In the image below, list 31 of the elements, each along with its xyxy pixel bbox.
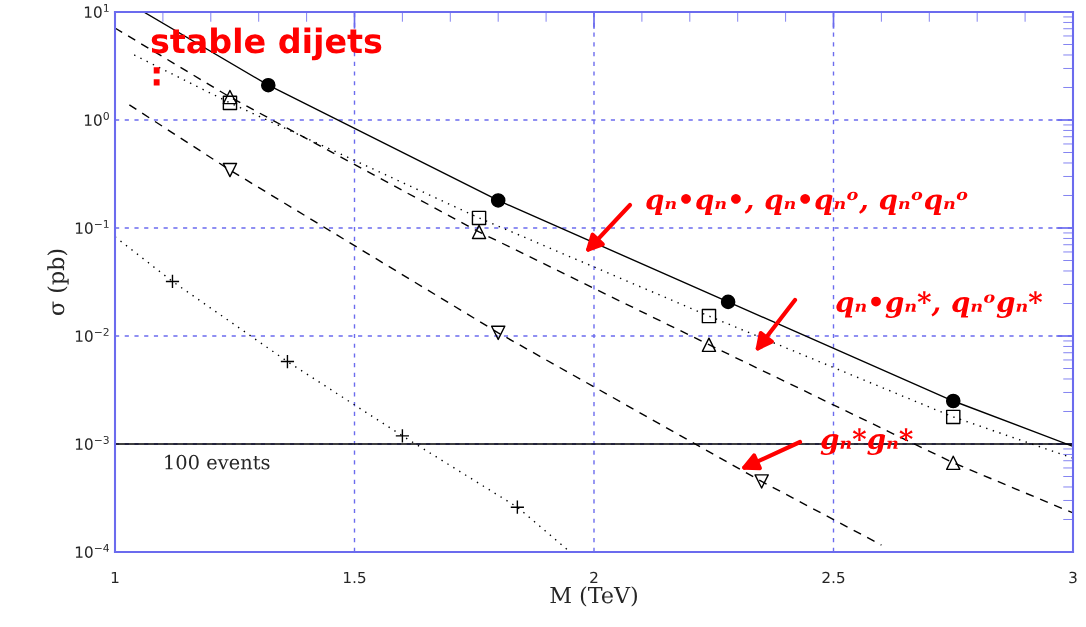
y-tick-label: 10$^{1}$ xyxy=(84,4,109,18)
x-tick-label: 2 xyxy=(590,571,598,584)
annotation: qₙ•qₙ•, qₙ•qₙᵒ, qₙᵒqₙᵒ xyxy=(646,191,968,215)
annotation: qₙ•gₙ*, qₙᵒgₙ* xyxy=(836,291,1043,318)
y-tick-label: 10$^{−3}$ xyxy=(75,435,109,450)
point xyxy=(222,162,238,178)
point xyxy=(471,224,487,240)
point xyxy=(945,393,961,409)
point xyxy=(701,337,717,353)
y-tick-label: 10$^{0}$ xyxy=(84,111,109,126)
point xyxy=(754,474,769,489)
y-tick-label: 10$^{−2}$ xyxy=(75,327,109,342)
x-tick-label: 2.5 xyxy=(822,571,845,584)
point xyxy=(945,409,961,425)
x-axis-title: M (TeV) xyxy=(550,586,637,607)
y-tick-label: 10$^{−4}$ xyxy=(75,544,109,558)
x-tick-label: 1.5 xyxy=(344,571,366,584)
point xyxy=(222,89,238,105)
y-axis-title: σ (pb) xyxy=(47,249,69,315)
point xyxy=(720,294,736,310)
point xyxy=(490,325,506,341)
point xyxy=(701,308,717,324)
y-tick-label: 10$^{−1}$ xyxy=(75,220,109,234)
x-tick-label: 1 xyxy=(111,571,119,584)
ref-line-label: 100 events xyxy=(165,454,270,470)
point xyxy=(222,95,238,111)
point xyxy=(260,77,276,93)
point xyxy=(471,210,487,226)
point xyxy=(945,455,961,471)
x-tick-label: 3 xyxy=(1069,571,1077,584)
point xyxy=(490,193,506,208)
